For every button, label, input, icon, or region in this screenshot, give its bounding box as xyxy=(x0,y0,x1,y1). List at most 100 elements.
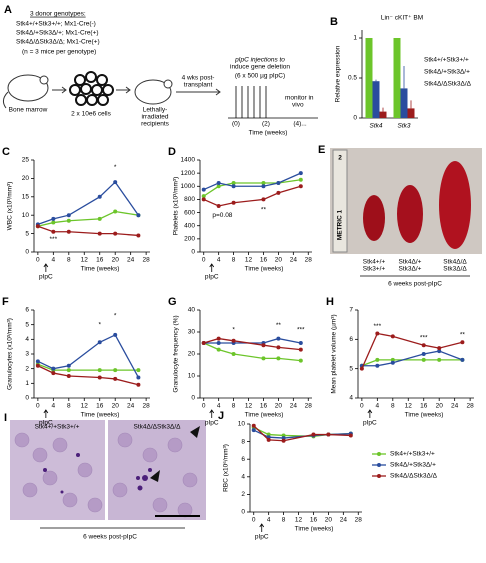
point xyxy=(298,177,303,182)
spleen xyxy=(363,195,385,241)
x-tick-label: 20 xyxy=(275,403,283,410)
x-tick-label: 28 xyxy=(355,517,363,524)
x-tick-label: 16 xyxy=(310,517,318,524)
y-tick-label: 7 xyxy=(349,307,353,314)
point xyxy=(97,231,102,236)
y-tick-label: 0 xyxy=(191,395,195,402)
bar xyxy=(379,111,387,118)
series-line xyxy=(361,332,463,369)
y-axis-title: Platelets (x10³/mm³) xyxy=(173,177,180,236)
series-line xyxy=(361,350,463,367)
y-tick-label: 600 xyxy=(184,209,195,216)
point xyxy=(216,184,221,189)
legend-label: Stk4Δ/+Stk3Δ/+ xyxy=(390,462,436,469)
recipients: Lethally- xyxy=(143,107,168,114)
y-tick-label: 6 xyxy=(349,336,353,343)
point xyxy=(266,437,271,442)
genotype: Stk4Δ/Δ xyxy=(443,259,467,266)
y-tick-label: 4 xyxy=(241,474,245,481)
point xyxy=(261,356,266,361)
legend-label: Stk4+/+Stk3+/+ xyxy=(424,57,469,64)
x-note: pIpC xyxy=(39,274,53,281)
arrowhead xyxy=(150,470,160,482)
point xyxy=(97,216,102,221)
panel-label: G xyxy=(168,296,177,308)
x-tick-label: 12 xyxy=(81,403,89,410)
x-tick-label: 24 xyxy=(340,517,348,524)
point xyxy=(390,334,395,339)
x-tick-label: 16 xyxy=(260,257,268,264)
x-tick-label: 28 xyxy=(305,403,313,410)
y-tick-label: 10 xyxy=(188,373,196,380)
x-tick-label: 8 xyxy=(232,257,236,264)
y-tick-label: 0 xyxy=(25,395,29,402)
bar xyxy=(407,108,415,118)
point xyxy=(113,332,118,337)
pipc-arrow xyxy=(367,409,373,418)
point xyxy=(298,358,303,363)
y-tick-label: 1000 xyxy=(181,183,196,190)
panel-label: J xyxy=(218,410,224,422)
bar xyxy=(372,81,380,118)
x-tick-label: 16 xyxy=(96,257,104,264)
y-axis-title: Relative expression xyxy=(335,45,342,102)
arrow xyxy=(116,86,131,94)
wait: transplant xyxy=(184,82,213,89)
y-axis-title: WBC (x10³/mm³) xyxy=(7,182,14,231)
panel-i: I Stk4+/+Stk3+/+ Stk4Δ/ΔStk3Δ/Δ 6 weeks … xyxy=(4,412,206,541)
point xyxy=(375,331,380,336)
mouse-ear xyxy=(163,79,173,89)
x-tick-label: 16 xyxy=(420,403,428,410)
y-tick-label: 20 xyxy=(188,351,196,358)
x-tick-label: 24 xyxy=(290,403,298,410)
series-line xyxy=(37,210,139,227)
y-tick-label: 25 xyxy=(22,157,30,164)
point xyxy=(201,341,206,345)
point xyxy=(97,368,102,373)
series-line xyxy=(203,172,302,191)
y-tick-label: 6 xyxy=(25,307,29,314)
genotype: Stk4+/+ xyxy=(363,259,386,266)
x-tick-label: 24 xyxy=(127,257,135,264)
point xyxy=(298,341,303,345)
panel-label: B xyxy=(330,16,338,28)
y-tick-label: 400 xyxy=(184,222,195,229)
n-note: (n = 3 mice per genotype) xyxy=(22,49,96,56)
point xyxy=(66,213,71,218)
point xyxy=(348,433,353,438)
y-tick-label: 2 xyxy=(241,491,245,498)
y-tick-label: 10 xyxy=(238,421,246,428)
legend-label: Stk4Δ/ΔStk3Δ/Δ xyxy=(424,81,472,88)
y-tick-label: 800 xyxy=(184,196,195,203)
series-line xyxy=(203,179,301,197)
cells-icon xyxy=(69,71,114,106)
panel-e: E 2 METRIC 1 Stk4+/+ Stk3+/+ Stk4Δ/+ Stk… xyxy=(318,144,482,288)
injections: induce gene deletion xyxy=(230,64,290,71)
point xyxy=(390,360,395,365)
y-axis-title: Granulocyte frequency (%) xyxy=(173,315,180,392)
x-axis-title: Time (weeks) xyxy=(405,412,444,419)
point xyxy=(216,204,221,208)
x-tick-label: 24 xyxy=(127,403,135,410)
x-tick-label: 28 xyxy=(143,257,151,264)
annotation: ** xyxy=(460,332,466,339)
x-axis-title: Time (weeks) xyxy=(295,526,334,533)
point xyxy=(97,375,102,380)
x-tick-label: 24 xyxy=(290,257,298,264)
point xyxy=(51,220,56,225)
y-tick-label: 0 xyxy=(25,249,29,256)
x-tick-label: Stk4 xyxy=(369,123,382,130)
x-tick-label: 0 xyxy=(202,257,206,264)
point xyxy=(51,216,56,221)
ruler-number: 2 xyxy=(338,155,342,162)
point xyxy=(66,374,71,378)
series-line xyxy=(203,342,301,362)
x-tick-label: 20 xyxy=(436,403,444,410)
bar xyxy=(400,88,408,118)
point xyxy=(35,363,40,368)
point xyxy=(251,428,256,433)
genotype: Stk4Δ/ΔStk3Δ/Δ xyxy=(134,424,182,431)
point xyxy=(113,368,118,373)
x-tick-label: 0 xyxy=(36,257,40,264)
point xyxy=(231,181,236,185)
